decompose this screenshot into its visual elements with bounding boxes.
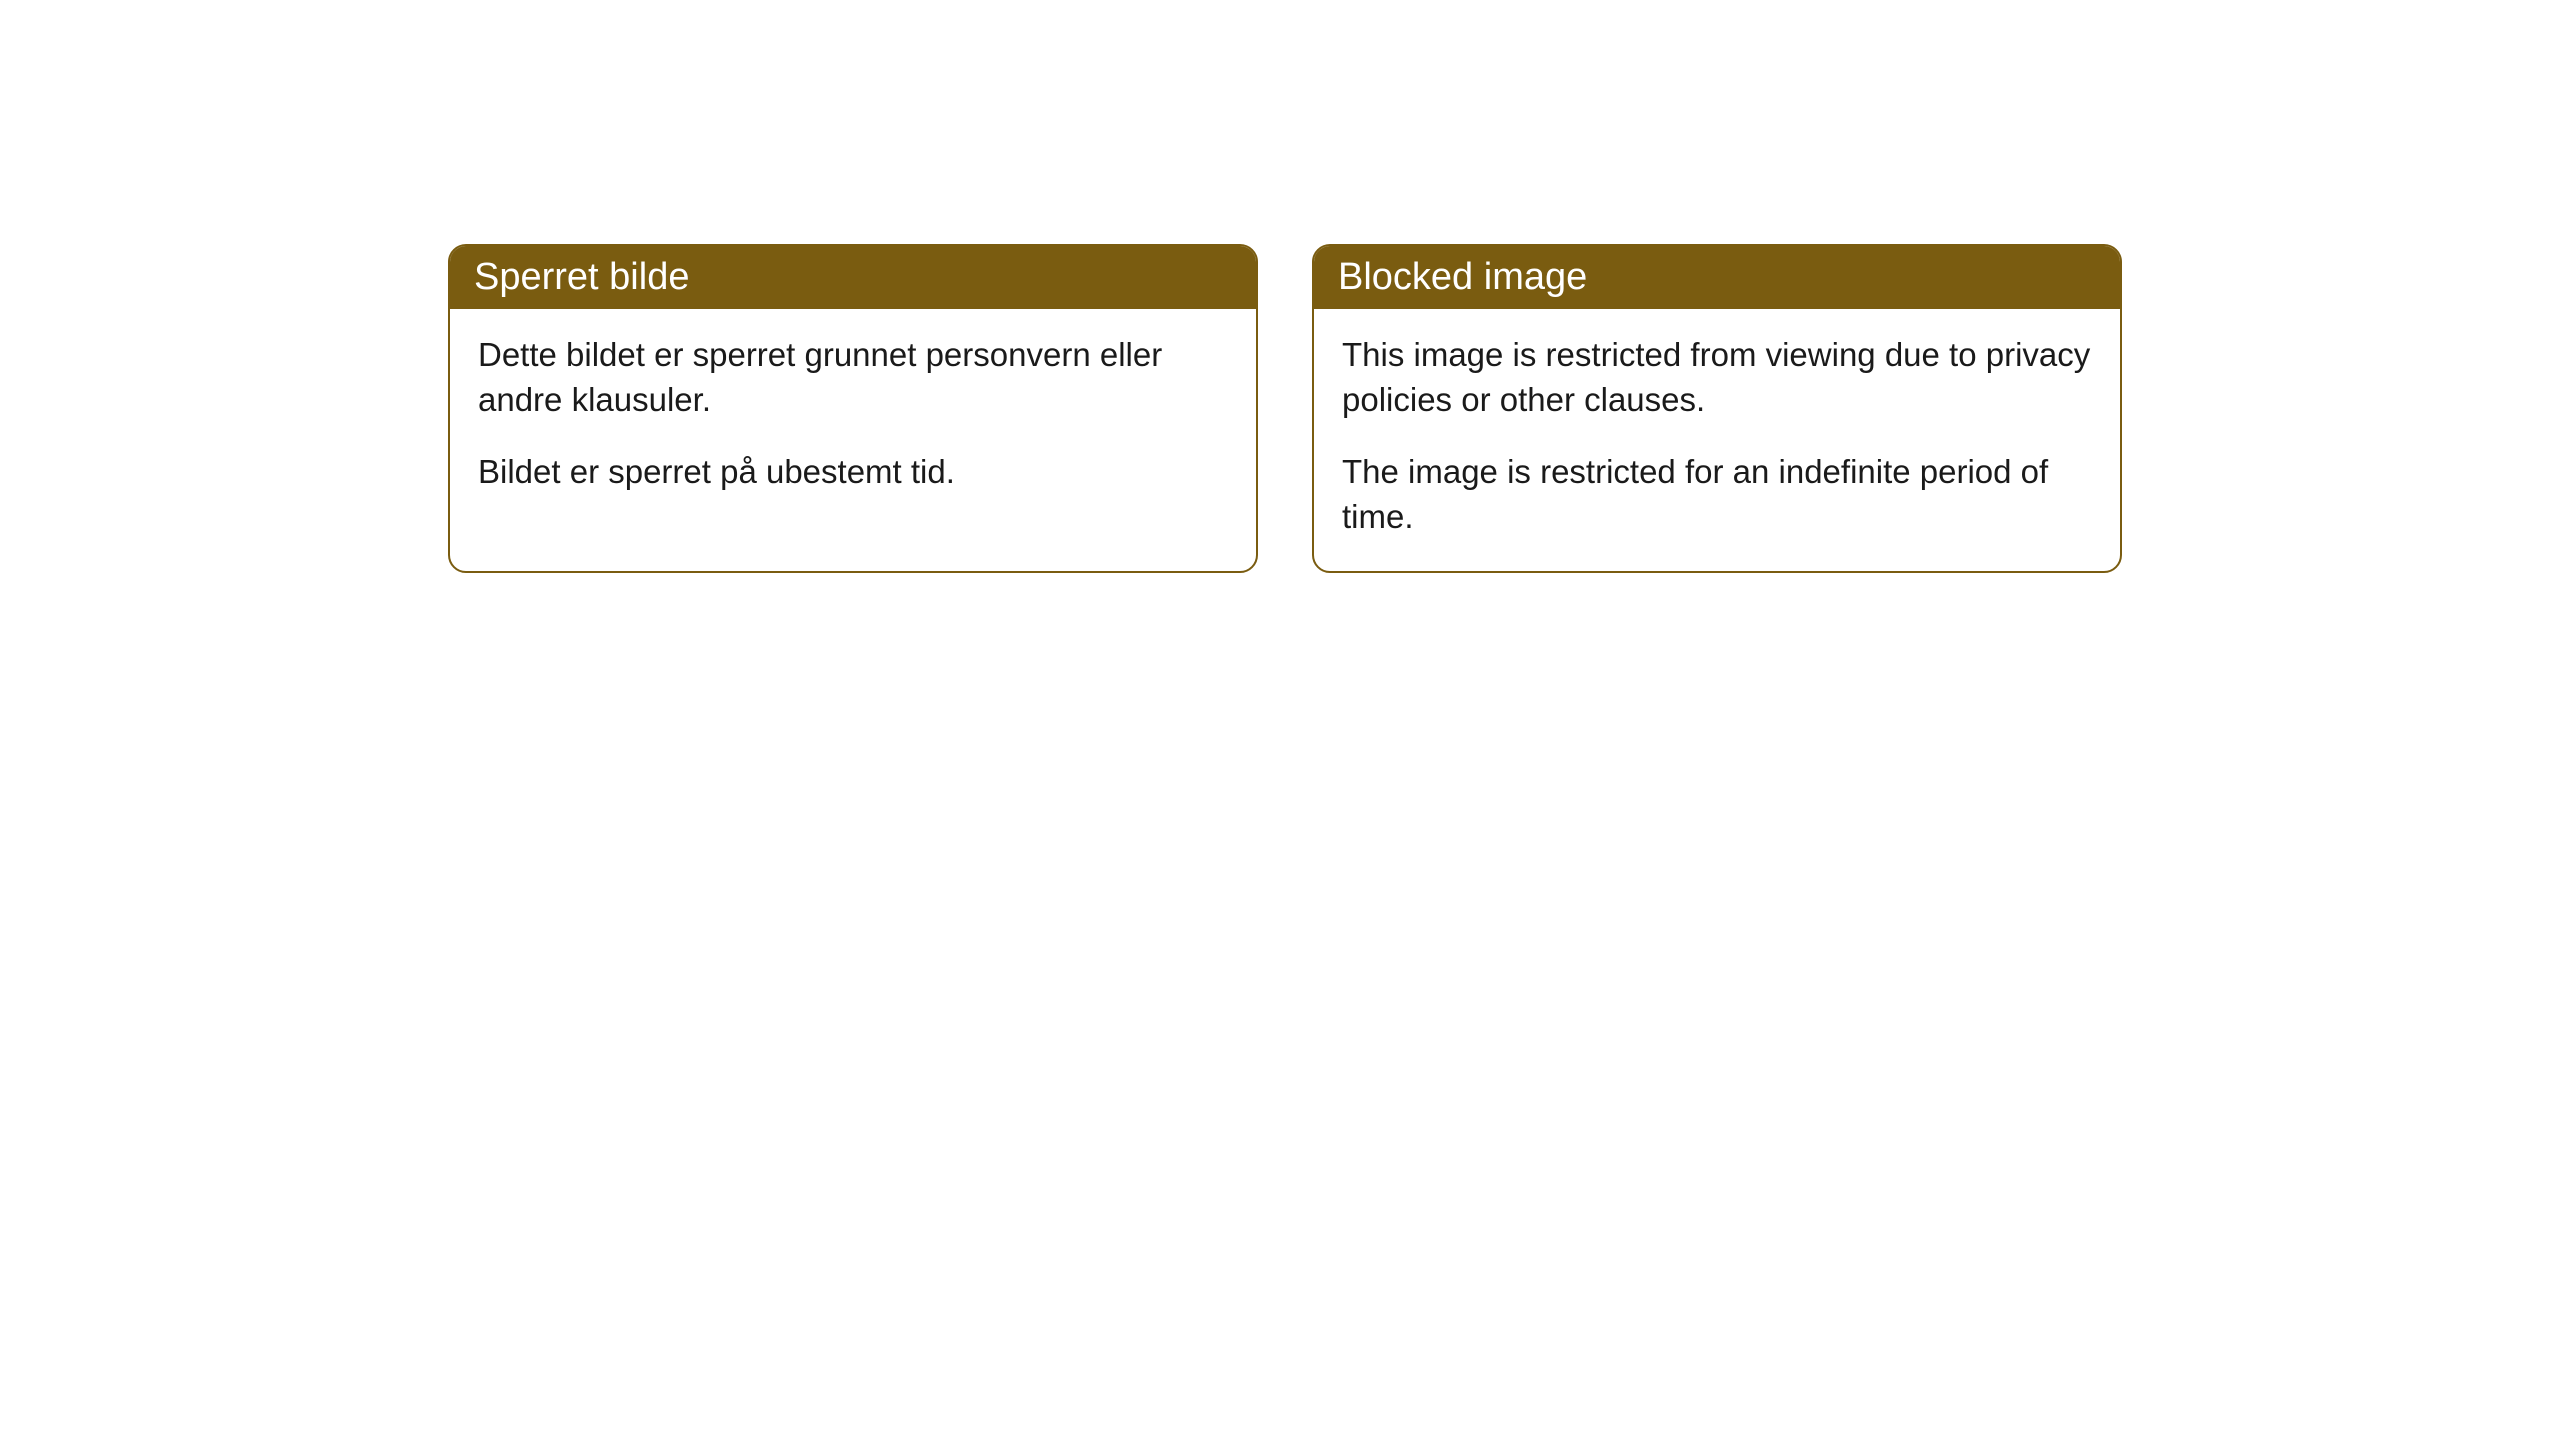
- card-body-norwegian: Dette bildet er sperret grunnet personve…: [450, 309, 1256, 527]
- card-body-english: This image is restricted from viewing du…: [1314, 309, 2120, 571]
- blocked-image-card-norwegian: Sperret bilde Dette bildet er sperret gr…: [448, 244, 1258, 573]
- card-title: Sperret bilde: [474, 256, 689, 298]
- card-header-norwegian: Sperret bilde: [450, 246, 1256, 309]
- card-paragraph: This image is restricted from viewing du…: [1342, 333, 2092, 422]
- card-header-english: Blocked image: [1314, 246, 2120, 309]
- card-title: Blocked image: [1338, 256, 1587, 298]
- notice-cards-container: Sperret bilde Dette bildet er sperret gr…: [448, 244, 2122, 573]
- blocked-image-card-english: Blocked image This image is restricted f…: [1312, 244, 2122, 573]
- card-paragraph: The image is restricted for an indefinit…: [1342, 450, 2092, 539]
- card-paragraph: Dette bildet er sperret grunnet personve…: [478, 333, 1228, 422]
- card-paragraph: Bildet er sperret på ubestemt tid.: [478, 450, 1228, 495]
